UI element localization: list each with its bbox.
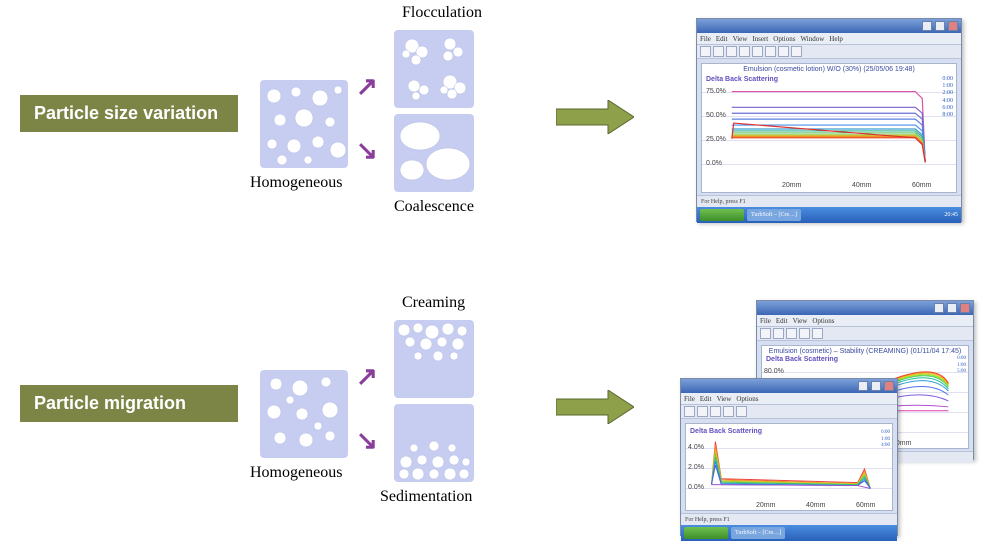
arrow-up-bottom: ↗	[356, 362, 378, 392]
badge-migration: Particle migration	[20, 385, 238, 422]
cluster-migration: Homogeneous ↗ ↘ Creaming Sedimentation	[260, 306, 520, 536]
close-button-icon[interactable]	[960, 303, 970, 313]
toolbar-icon[interactable]	[697, 406, 708, 417]
min-button-icon[interactable]	[858, 381, 868, 391]
chart-toolbar	[681, 405, 897, 419]
max-button-icon[interactable]	[871, 381, 881, 391]
chart-legend: 0:00 1:00 2:00 4:00 6:00 8:00	[942, 76, 953, 119]
toolbar-icon[interactable]	[799, 328, 810, 339]
chart-titlebar	[681, 379, 897, 393]
chart-toolbar	[757, 327, 973, 341]
arrow-down-bottom: ↘	[356, 426, 378, 456]
toolbar-icon[interactable]	[765, 46, 776, 57]
chart-legend: 0:00 1:00 4:00	[881, 430, 890, 450]
box-flocculation	[394, 30, 474, 108]
badge-size-variation: Particle size variation	[20, 95, 238, 132]
taskbar-item[interactable]: TurbSoft – [Cre…]	[731, 527, 785, 539]
badge-text: Particle size variation	[34, 103, 218, 123]
chart-titlebar	[697, 19, 961, 33]
taskbar-item[interactable]: TurbSoft – [Cre…]	[747, 209, 801, 221]
start-button[interactable]	[700, 209, 744, 221]
label-coalescence: Coalescence	[394, 198, 474, 216]
chart-legend: 0:00 1:00 5:00	[957, 356, 966, 376]
start-button[interactable]	[684, 527, 728, 539]
toolbar-icon[interactable]	[739, 46, 750, 57]
status-text: For Help, press F1	[685, 517, 730, 523]
min-button-icon[interactable]	[922, 21, 932, 31]
chart-taskbar: TurbSoft – [Cre…]	[681, 525, 897, 541]
chart-curves-sedimentation	[686, 424, 892, 510]
toolbar-icon[interactable]	[723, 406, 734, 417]
chart-plot-top: Emulsion (cosmetic lotion) W/O (30%) (25…	[701, 63, 957, 193]
label-flocculation: Flocculation	[402, 4, 482, 22]
chart-window-sedimentation: FileEditViewOptions Delta Back Scatterin…	[680, 378, 898, 536]
toolbar-icon[interactable]	[710, 406, 721, 417]
box-sedimentation	[394, 404, 474, 482]
label-homogeneous-top: Homogeneous	[250, 174, 342, 192]
big-arrow-bottom	[556, 390, 634, 429]
cluster-size-variation: Homogeneous ↗ ↘ Flocculation Coalescence	[260, 16, 520, 246]
toolbar-icon[interactable]	[684, 406, 695, 417]
box-coalescence	[394, 114, 474, 192]
toolbar-icon[interactable]	[752, 46, 763, 57]
xtick: 20mm	[782, 182, 801, 189]
toolbar-icon[interactable]	[786, 328, 797, 339]
close-button-icon[interactable]	[948, 21, 958, 31]
chart-menubar: FileEditViewOptions	[681, 393, 897, 405]
toolbar-icon[interactable]	[791, 46, 802, 57]
chart-menubar: File Edit View Insert Options Window Hel…	[697, 33, 961, 45]
toolbar-icon[interactable]	[778, 46, 789, 57]
big-arrow-top	[556, 100, 634, 139]
chart-toolbar	[697, 45, 961, 59]
xtick: 40mm	[806, 502, 825, 509]
chart-titlebar	[757, 301, 973, 315]
box-homogeneous-top	[260, 80, 348, 168]
close-button-icon[interactable]	[884, 381, 894, 391]
menu-insert[interactable]: Insert	[752, 35, 768, 43]
box-homogeneous-bottom	[260, 370, 348, 458]
toolbar-icon[interactable]	[736, 406, 747, 417]
chart-statusbar: For Help, press F1	[697, 195, 961, 207]
chart-statusbar: For Help, press F1	[681, 513, 897, 525]
toolbar-icon[interactable]	[760, 328, 771, 339]
chart-window-top: File Edit View Insert Options Window Hel…	[696, 18, 962, 222]
chart-curves-top	[702, 64, 956, 192]
menu-edit[interactable]: Edit	[716, 35, 728, 43]
max-button-icon[interactable]	[947, 303, 957, 313]
toolbar-icon[interactable]	[700, 46, 711, 57]
menu-help[interactable]: Help	[829, 35, 843, 43]
status-text: For Help, press F1	[701, 199, 746, 205]
toolbar-icon[interactable]	[726, 46, 737, 57]
menu-file[interactable]: File	[700, 35, 711, 43]
label-sedimentation: Sedimentation	[380, 488, 472, 506]
toolbar-icon[interactable]	[713, 46, 724, 57]
arrow-up-top: ↗	[356, 72, 378, 102]
menu-view[interactable]: View	[733, 35, 748, 43]
min-button-icon[interactable]	[934, 303, 944, 313]
menu-options[interactable]: Options	[773, 35, 795, 43]
chart-plot-sedimentation: Delta Back Scattering 4.0% 2.0% 0.0% 0:0…	[685, 423, 893, 511]
menu-window[interactable]: Window	[800, 35, 824, 43]
chart-menubar: FileEditViewOptions	[757, 315, 973, 327]
chart-taskbar: TurbSoft – [Cre…] 20:45	[697, 207, 961, 223]
label-homogeneous-bottom: Homogeneous	[250, 464, 342, 482]
box-creaming	[394, 320, 474, 398]
xtick: 60mm	[856, 502, 875, 509]
toolbar-icon[interactable]	[773, 328, 784, 339]
tray-clock: 20:45	[944, 212, 958, 218]
max-button-icon[interactable]	[935, 21, 945, 31]
xtick: 40mm	[852, 182, 871, 189]
xtick: 60mm	[912, 182, 931, 189]
xtick: 20mm	[756, 502, 775, 509]
toolbar-icon[interactable]	[812, 328, 823, 339]
label-creaming: Creaming	[402, 294, 465, 312]
badge-text: Particle migration	[34, 393, 186, 413]
arrow-down-top: ↘	[356, 136, 378, 166]
